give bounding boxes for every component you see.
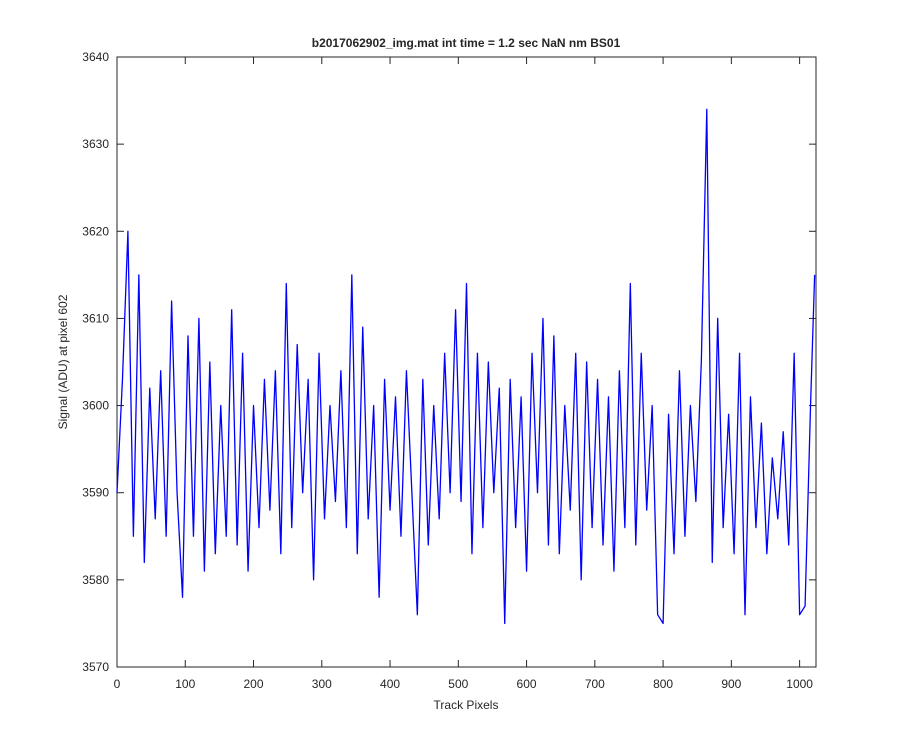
y-tick-label: 3580 <box>82 573 109 587</box>
x-tick-label: 700 <box>585 677 605 691</box>
y-tick-label: 3570 <box>82 660 109 674</box>
y-axis-label: Signal (ADU) at pixel 602 <box>56 294 70 429</box>
x-tick-label: 300 <box>312 677 332 691</box>
x-tick-label: 0 <box>114 677 121 691</box>
y-tick-label: 3620 <box>82 224 109 238</box>
y-tick-label: 3600 <box>82 399 109 413</box>
x-tick-label: 400 <box>380 677 400 691</box>
y-tick-label: 3630 <box>82 137 109 151</box>
x-tick-label: 200 <box>244 677 264 691</box>
x-tick-label: 600 <box>517 677 537 691</box>
chart-title: b2017062902_img.mat int time = 1.2 sec N… <box>312 36 621 50</box>
x-tick-label: 800 <box>653 677 673 691</box>
x-tick-label: 900 <box>721 677 741 691</box>
y-tick-label: 3640 <box>82 50 109 64</box>
plot-box <box>116 56 817 668</box>
x-tick-label: 500 <box>448 677 468 691</box>
x-axis-label: Track Pixels <box>434 698 499 712</box>
x-tick-label: 1000 <box>786 677 813 691</box>
y-tick-label: 3590 <box>82 486 109 500</box>
data-line <box>116 108 816 625</box>
y-tick-label: 3610 <box>82 311 109 325</box>
x-tick-label: 100 <box>175 677 195 691</box>
